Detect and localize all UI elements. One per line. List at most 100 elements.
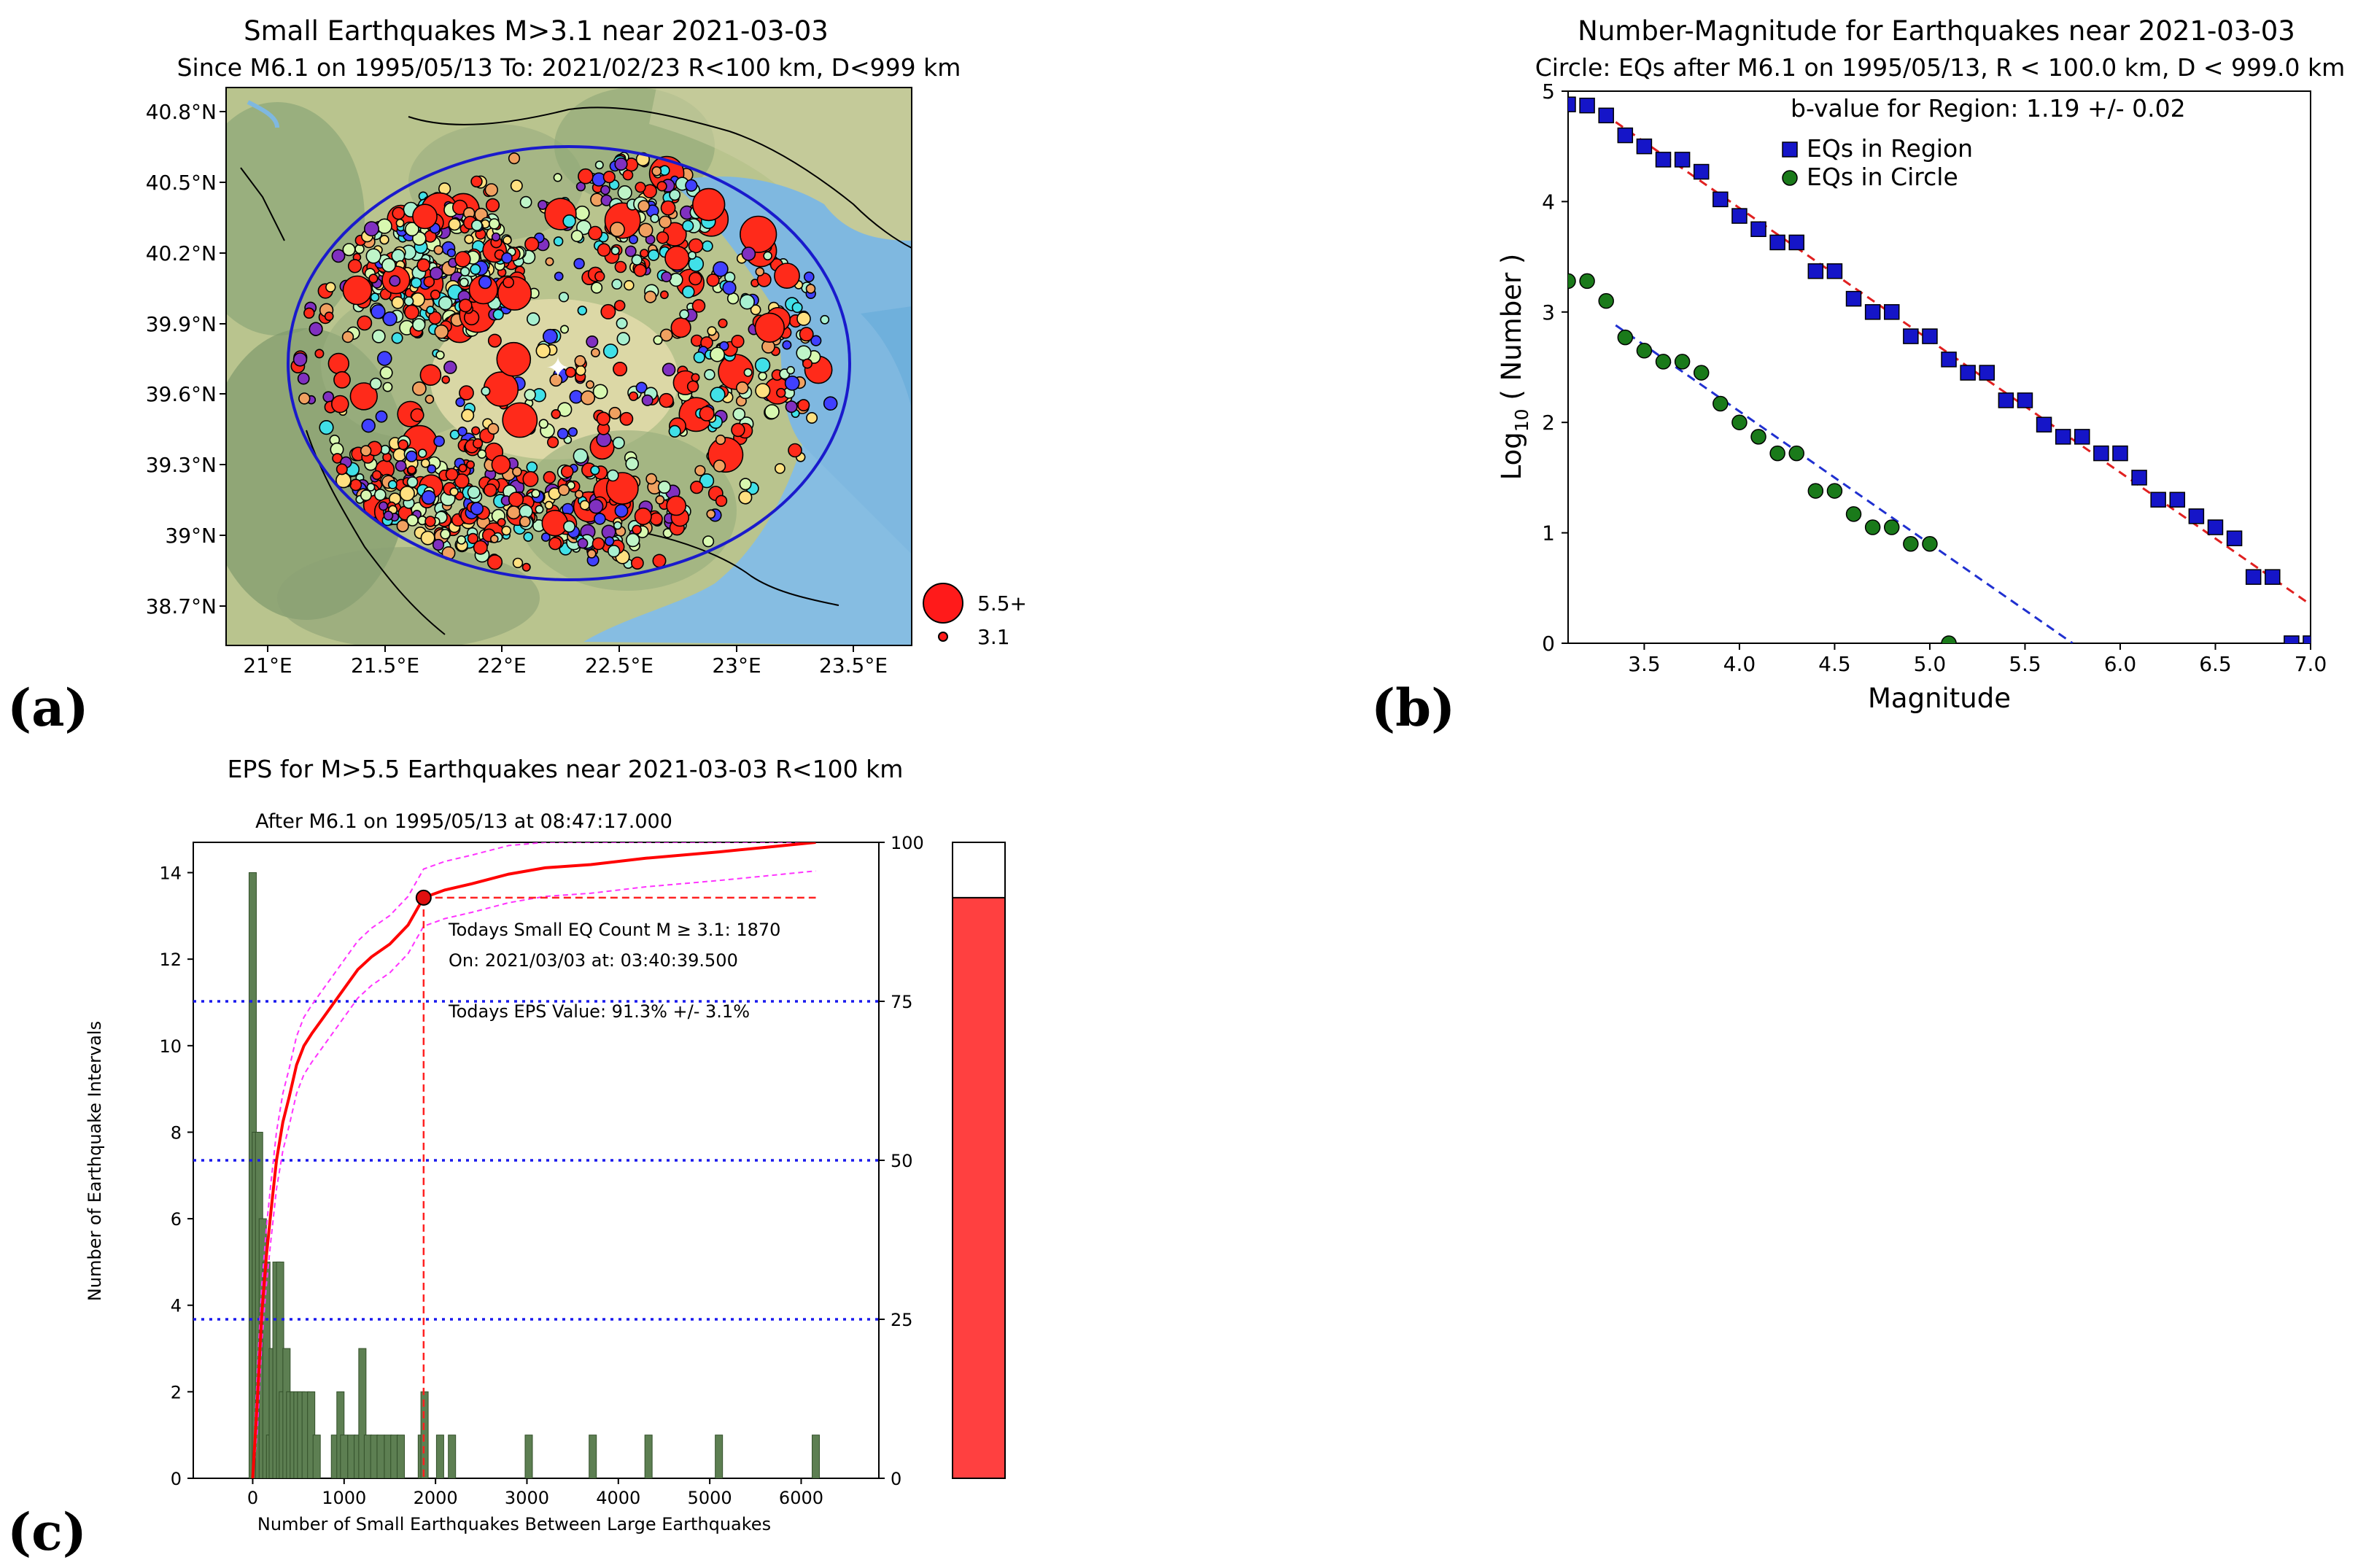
epicenter-marker	[319, 419, 334, 435]
eps-x-tick-label: 1000	[322, 1488, 366, 1508]
epicenter-marker	[557, 484, 570, 497]
epicenter-marker	[560, 465, 574, 478]
epicenter-marker	[567, 427, 578, 437]
epicenter-marker	[619, 411, 634, 426]
epicenter-marker	[371, 470, 382, 481]
gr-x-tick-label: 6.0	[2104, 652, 2137, 676]
epicenter-marker	[451, 199, 468, 216]
epicenter-marker	[652, 554, 667, 568]
epicenter-marker	[391, 296, 405, 309]
today-marker	[415, 889, 432, 906]
epicenter-marker	[741, 247, 756, 261]
epicenter-marker	[428, 311, 442, 325]
epicenter-marker	[410, 408, 424, 422]
sea-gulf	[671, 176, 912, 554]
epicenter-marker	[406, 476, 419, 488]
epicenter-marker	[624, 280, 635, 291]
region-point	[2036, 416, 2052, 432]
legend-large-label: 5.5+	[977, 591, 1027, 616]
epicenter-marker	[363, 221, 379, 237]
eps-y2-tick-label: 75	[891, 992, 913, 1012]
epicenter-marker	[455, 397, 465, 408]
epicenter-marker	[702, 240, 713, 252]
epicenter-marker	[521, 562, 531, 572]
epicenter-marker	[435, 350, 445, 360]
epicenter-marker	[395, 460, 407, 472]
epicenter-marker	[454, 251, 471, 268]
region-point	[1826, 263, 1843, 279]
region-point	[2207, 519, 2224, 535]
epicenter-marker	[412, 203, 438, 230]
gr-y-tick-label: 3	[1542, 300, 1555, 325]
epicenter-marker	[649, 512, 663, 526]
epicenter-marker	[522, 470, 539, 487]
histogram-bar	[397, 1435, 406, 1478]
eps-title: EPS for M>5.5 Earthquakes near 2021-03-0…	[228, 755, 904, 783]
epicenter-marker	[706, 273, 720, 287]
epicenter-marker	[472, 438, 484, 449]
eps-value-annotation: Todays EPS Value: 91.3% +/- 3.1%	[448, 1001, 750, 1022]
region-point	[2055, 429, 2071, 445]
epicenter-marker	[738, 490, 753, 505]
epicenter-marker	[541, 509, 568, 537]
eps-x-tick-label: 0	[247, 1488, 258, 1508]
epicenter-marker	[341, 330, 354, 344]
histogram-bar	[376, 1435, 385, 1478]
epicenter-marker	[670, 317, 691, 338]
epicenter-marker	[713, 459, 726, 473]
histogram-bar	[524, 1435, 533, 1478]
epicenter-marker	[553, 236, 564, 247]
gr-x-tick-label: 5.0	[1914, 652, 1947, 676]
epicenter-marker	[602, 344, 618, 359]
epicenter-marker	[610, 246, 620, 255]
epicenter-marker	[486, 554, 503, 570]
epicenter-marker	[461, 408, 475, 422]
epicenter-marker	[433, 435, 445, 447]
histogram-bar	[644, 1435, 653, 1478]
epicenter-marker	[366, 483, 376, 492]
epicenter-marker	[433, 245, 443, 255]
epicenter-marker	[492, 308, 504, 320]
eps-y-tick-label: 8	[171, 1122, 182, 1143]
epicenter-marker	[755, 383, 771, 399]
epicenter-marker	[594, 271, 605, 282]
epicenter-marker	[651, 166, 662, 176]
cdf-upper-band	[252, 842, 816, 1478]
epicenter-marker	[731, 422, 745, 438]
epicenter-marker	[802, 358, 813, 369]
epicenter-marker	[592, 537, 605, 551]
epicenter-marker	[755, 267, 765, 276]
epicenter-marker	[429, 266, 443, 280]
epicenter-marker	[648, 249, 660, 261]
epicenter-marker	[510, 179, 523, 193]
epicenter-marker	[614, 504, 629, 518]
epicenter-marker	[342, 243, 356, 257]
region-point	[1922, 328, 1938, 344]
epicenter-marker	[387, 480, 397, 489]
epicenter-marker	[661, 271, 672, 283]
epicenter-marker	[739, 478, 752, 491]
region-point	[1579, 97, 1595, 114]
epicenter-marker	[391, 332, 403, 344]
circle-point	[1922, 535, 1938, 552]
epicenter-marker	[600, 185, 610, 195]
epicenter-marker	[441, 375, 451, 384]
epicenter-marker	[596, 411, 610, 426]
eps-count-annotation: Todays Small EQ Count M ≥ 3.1: 1870	[448, 920, 780, 940]
epicenter-marker	[577, 537, 589, 549]
epicenter-marker	[586, 335, 599, 348]
circle-point	[1807, 483, 1824, 499]
epicenter-marker	[349, 478, 362, 492]
epicenter-marker	[797, 399, 810, 412]
gr-x-tick-label: 3.5	[1628, 652, 1661, 676]
map-y-tick-label: 39.6°N	[146, 382, 217, 406]
epicenter-marker	[600, 303, 616, 319]
map-y-tick-label: 38.7°N	[146, 594, 217, 618]
epicenter-marker	[484, 183, 498, 197]
circle-point	[1788, 445, 1804, 462]
epicenter-marker	[549, 373, 563, 387]
epicenter-marker	[635, 381, 648, 394]
region-circle	[287, 145, 851, 581]
region-point	[2150, 492, 2166, 508]
